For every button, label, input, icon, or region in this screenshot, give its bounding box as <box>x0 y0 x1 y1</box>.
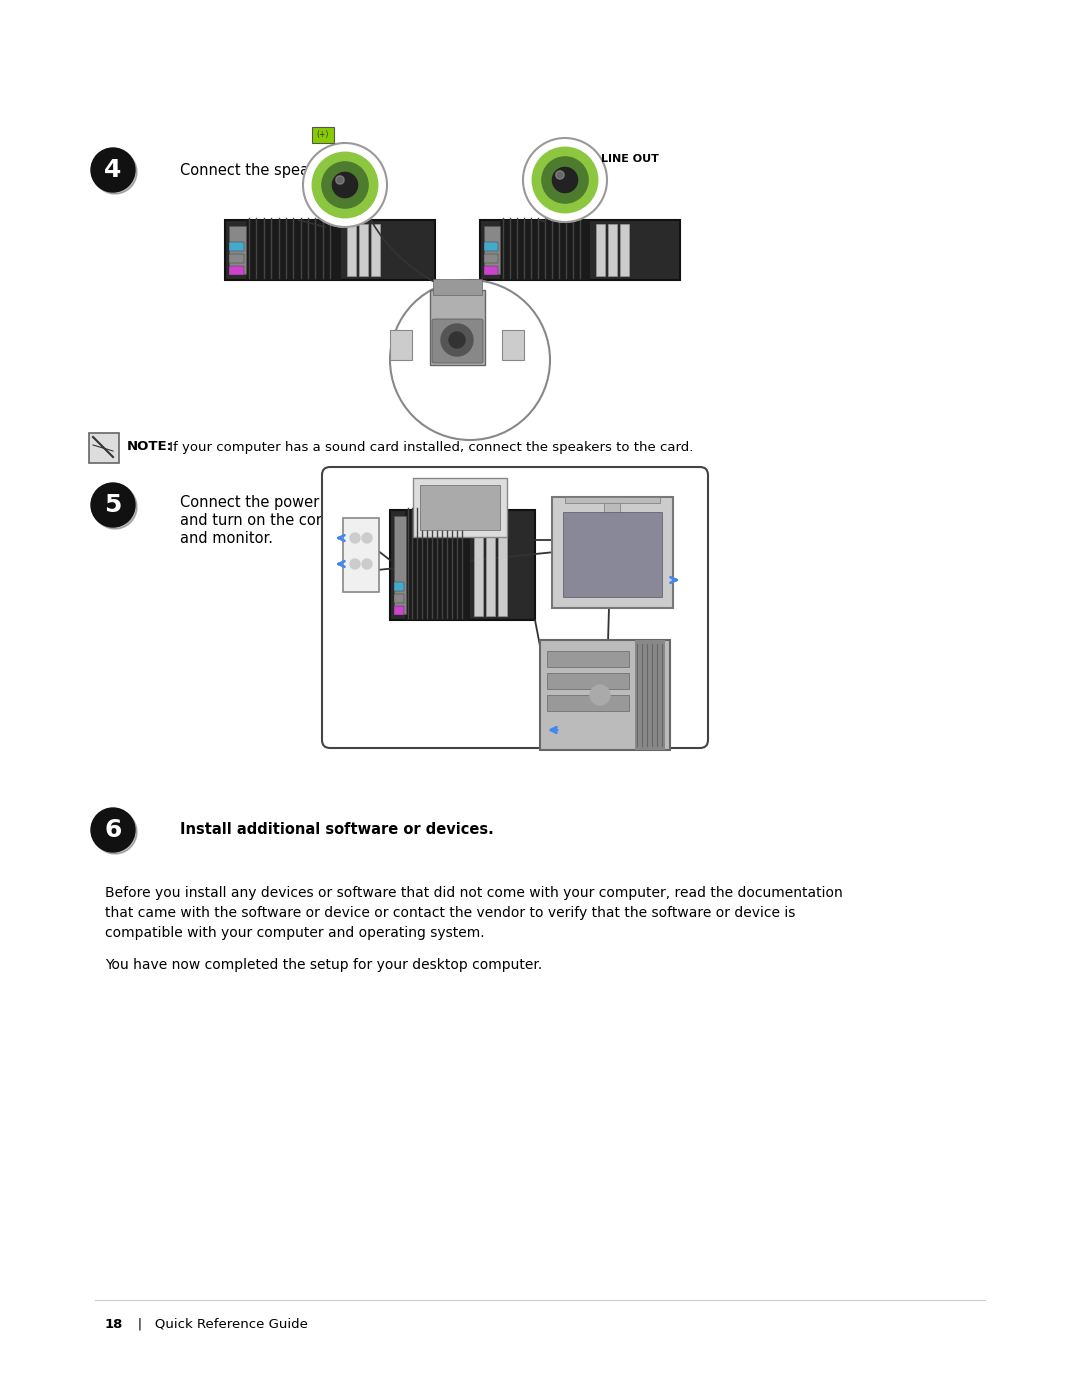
Circle shape <box>93 149 137 194</box>
Text: You have now completed the setup for your desktop computer.: You have now completed the setup for you… <box>105 958 542 972</box>
FancyBboxPatch shape <box>347 224 355 277</box>
Circle shape <box>322 162 368 208</box>
Circle shape <box>532 147 597 212</box>
Text: Install additional software or devices.: Install additional software or devices. <box>180 823 494 837</box>
FancyBboxPatch shape <box>484 242 498 251</box>
FancyBboxPatch shape <box>343 518 379 592</box>
Circle shape <box>552 168 578 193</box>
FancyBboxPatch shape <box>229 242 244 251</box>
FancyBboxPatch shape <box>405 510 470 620</box>
FancyBboxPatch shape <box>370 224 380 277</box>
Text: 18: 18 <box>105 1317 123 1331</box>
FancyBboxPatch shape <box>89 433 119 462</box>
Circle shape <box>441 324 473 356</box>
FancyBboxPatch shape <box>413 478 507 536</box>
Circle shape <box>390 279 550 440</box>
Circle shape <box>336 176 345 184</box>
Circle shape <box>449 332 465 348</box>
FancyBboxPatch shape <box>563 511 662 597</box>
Text: Connect the power cables: Connect the power cables <box>180 495 372 510</box>
FancyBboxPatch shape <box>546 673 629 689</box>
Text: 6: 6 <box>105 819 122 842</box>
Circle shape <box>91 807 135 852</box>
Circle shape <box>556 170 564 179</box>
FancyBboxPatch shape <box>484 226 500 274</box>
FancyBboxPatch shape <box>246 219 340 279</box>
Circle shape <box>523 138 607 222</box>
FancyBboxPatch shape <box>635 640 665 750</box>
Text: and turn on the computer: and turn on the computer <box>180 513 369 528</box>
Text: LINE OUT: LINE OUT <box>600 154 659 163</box>
Text: (+): (+) <box>316 130 329 140</box>
Circle shape <box>590 685 610 705</box>
Text: Connect the speakers.: Connect the speakers. <box>180 162 345 177</box>
Text: 5: 5 <box>105 493 122 517</box>
Text: and monitor.: and monitor. <box>180 531 273 546</box>
FancyBboxPatch shape <box>540 640 670 750</box>
FancyBboxPatch shape <box>500 219 590 279</box>
Circle shape <box>333 172 357 197</box>
FancyBboxPatch shape <box>322 467 708 747</box>
Text: compatible with your computer and operating system.: compatible with your computer and operat… <box>105 926 485 940</box>
FancyBboxPatch shape <box>390 510 535 620</box>
FancyBboxPatch shape <box>484 265 498 275</box>
FancyBboxPatch shape <box>394 515 406 615</box>
FancyBboxPatch shape <box>484 254 498 263</box>
Circle shape <box>542 156 589 203</box>
Circle shape <box>362 534 372 543</box>
Circle shape <box>350 559 360 569</box>
FancyBboxPatch shape <box>229 265 244 275</box>
FancyBboxPatch shape <box>420 485 500 529</box>
FancyBboxPatch shape <box>229 226 246 274</box>
FancyBboxPatch shape <box>480 219 680 279</box>
Circle shape <box>350 534 360 543</box>
Text: |   Quick Reference Guide: | Quick Reference Guide <box>125 1317 308 1331</box>
FancyBboxPatch shape <box>312 127 334 142</box>
FancyBboxPatch shape <box>620 224 629 277</box>
Circle shape <box>91 483 135 527</box>
Text: 4: 4 <box>105 158 122 182</box>
FancyBboxPatch shape <box>390 330 411 360</box>
Circle shape <box>362 559 372 569</box>
FancyBboxPatch shape <box>552 497 673 608</box>
FancyBboxPatch shape <box>432 319 483 363</box>
Circle shape <box>91 148 135 191</box>
Text: NOTE:: NOTE: <box>127 440 173 454</box>
FancyBboxPatch shape <box>565 497 660 503</box>
FancyBboxPatch shape <box>596 224 605 277</box>
FancyBboxPatch shape <box>394 606 404 615</box>
FancyBboxPatch shape <box>546 694 629 711</box>
FancyBboxPatch shape <box>546 651 629 666</box>
FancyBboxPatch shape <box>604 500 620 514</box>
FancyBboxPatch shape <box>359 224 368 277</box>
Circle shape <box>93 810 137 854</box>
Circle shape <box>93 485 137 529</box>
FancyBboxPatch shape <box>225 219 435 279</box>
FancyBboxPatch shape <box>430 291 485 365</box>
Circle shape <box>303 142 387 226</box>
Text: Before you install any devices or software that did not come with your computer,: Before you install any devices or softwa… <box>105 886 842 900</box>
FancyBboxPatch shape <box>486 514 495 616</box>
Circle shape <box>312 152 378 218</box>
FancyBboxPatch shape <box>498 514 508 616</box>
FancyBboxPatch shape <box>394 583 404 591</box>
FancyBboxPatch shape <box>394 594 404 604</box>
FancyBboxPatch shape <box>474 514 483 616</box>
FancyBboxPatch shape <box>502 330 524 360</box>
Text: that came with the software or device or contact the vendor to verify that the s: that came with the software or device or… <box>105 907 795 921</box>
FancyBboxPatch shape <box>229 254 244 263</box>
Text: If your computer has a sound card installed, connect the speakers to the card.: If your computer has a sound card instal… <box>165 440 693 454</box>
FancyBboxPatch shape <box>433 279 482 295</box>
FancyBboxPatch shape <box>608 224 617 277</box>
